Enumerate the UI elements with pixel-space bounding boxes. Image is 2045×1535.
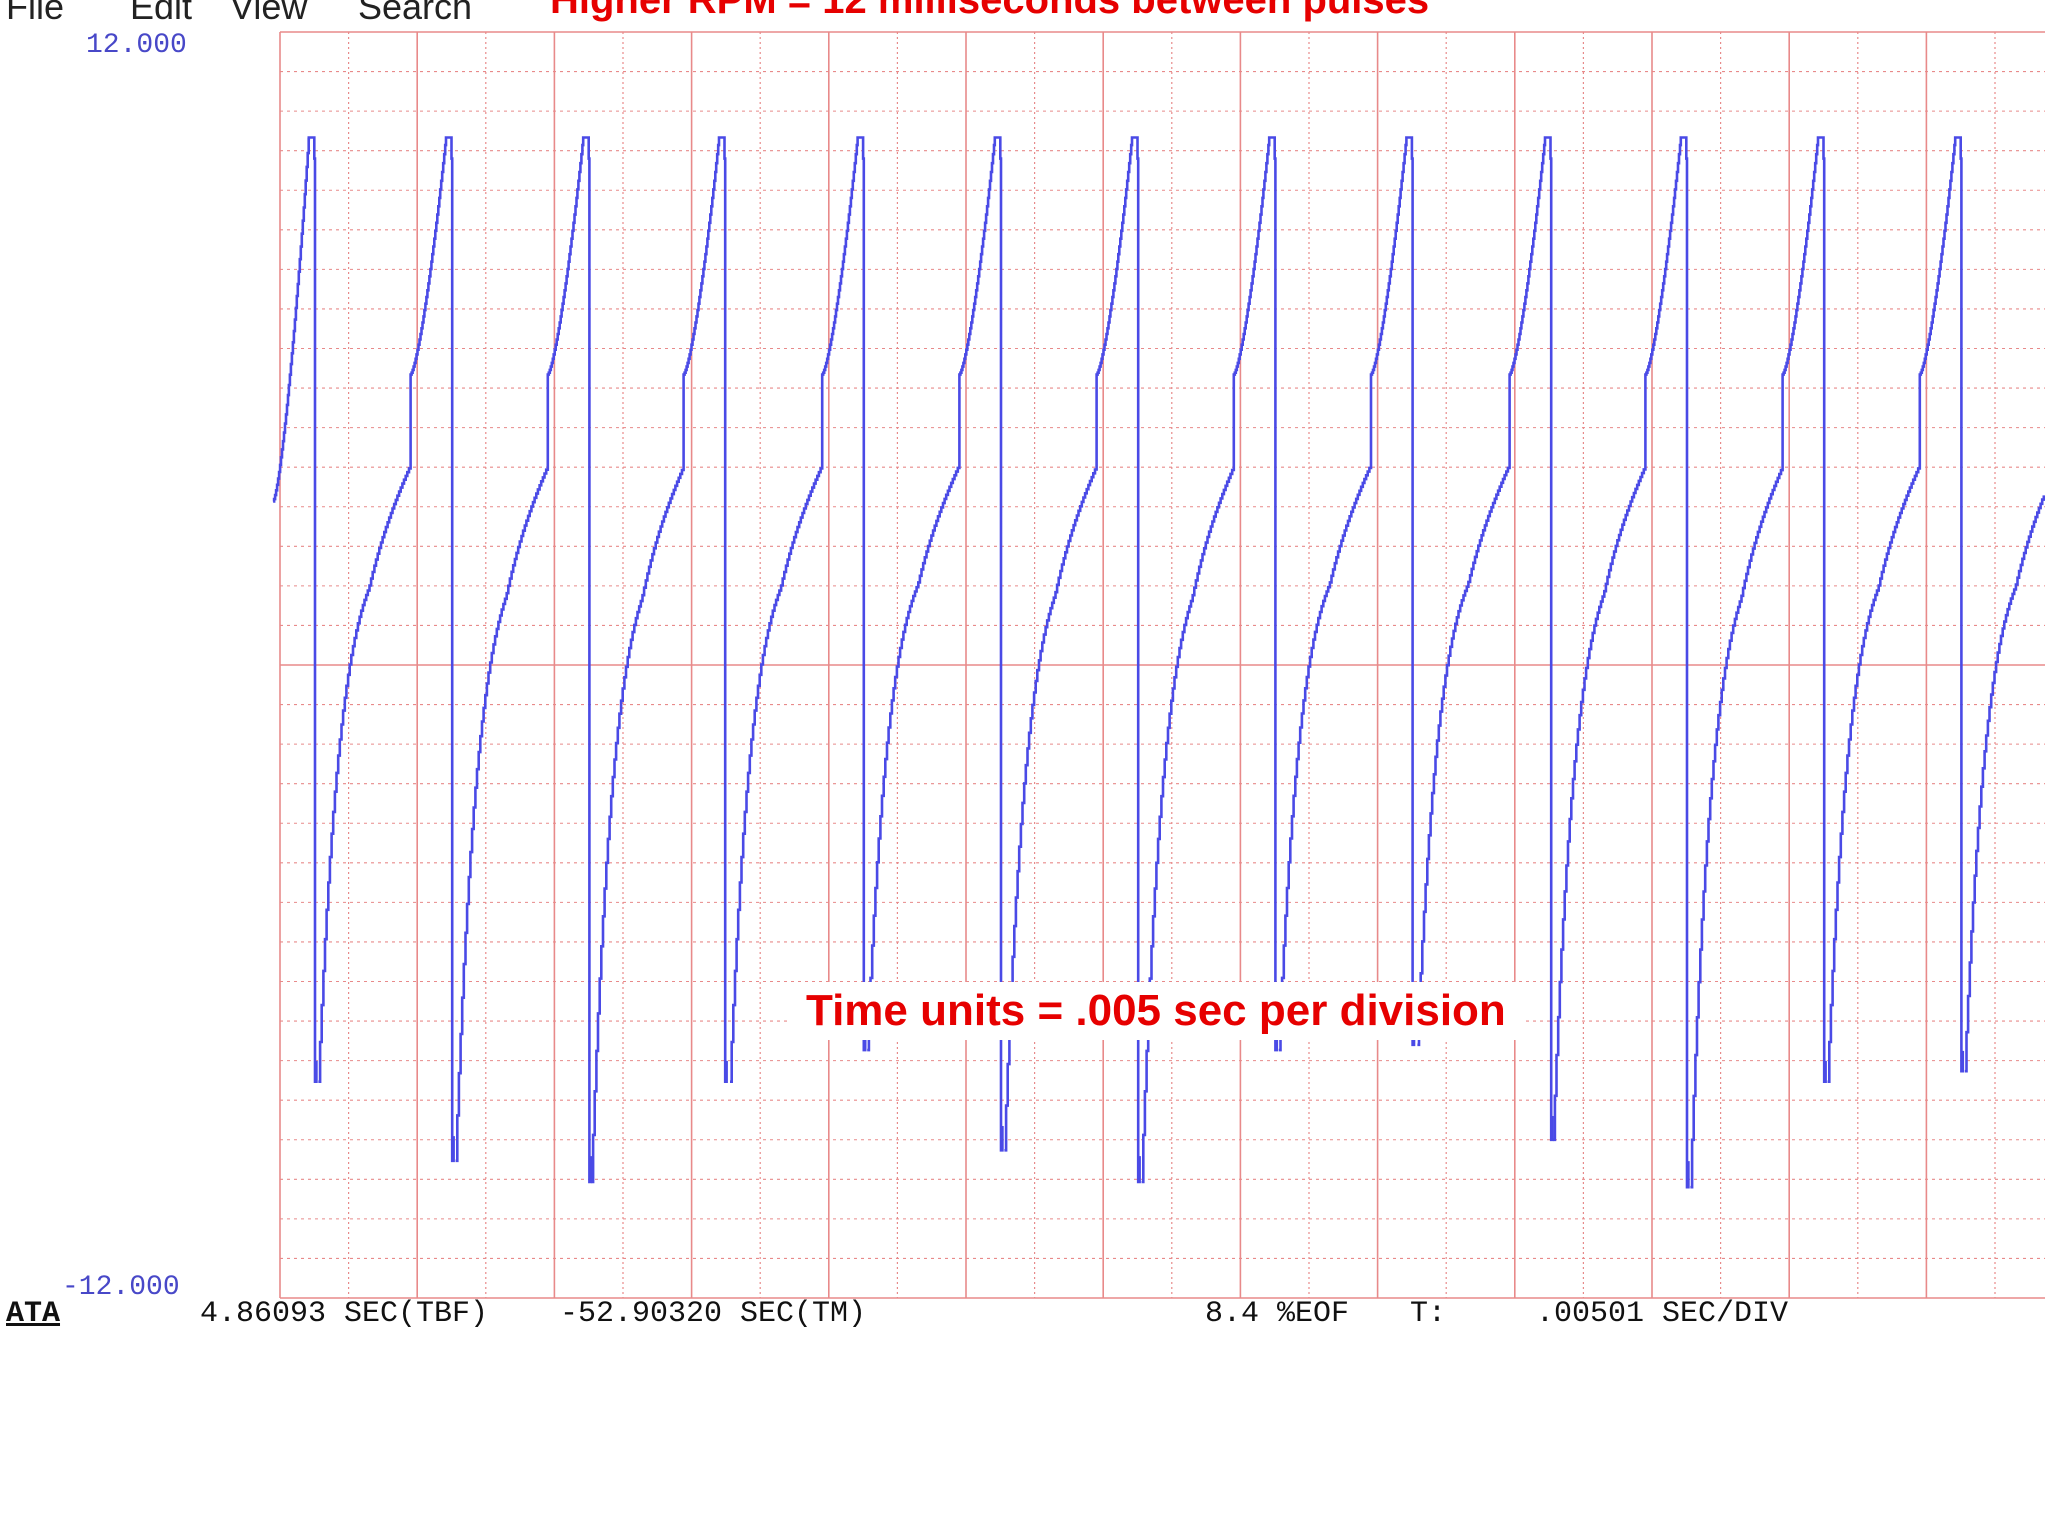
waveform-pulse <box>730 136 867 1083</box>
status-div: .00501 SEC/DIV <box>1536 1297 1789 1331</box>
status-tbf: 4.86093 SEC(TBF) <box>200 1297 489 1331</box>
waveform-pulse <box>455 136 593 1184</box>
status-bar: ATA 4.86093 SEC(TBF) -52.90320 SEC(TM) 8… <box>0 1297 2045 1331</box>
waveform-pulse <box>591 136 728 1184</box>
status-t: T: <box>1410 1297 1447 1331</box>
plot-grid <box>279 31 2045 1299</box>
y-axis-min-label: -12.000 <box>62 1272 180 1303</box>
menu-file[interactable]: File <box>6 0 65 27</box>
menu-search[interactable]: Search <box>358 0 473 27</box>
waveform-pulse <box>1278 136 1416 1052</box>
waveform-pulse <box>318 136 455 1163</box>
waveform-trace-group <box>272 136 2045 1189</box>
menu-view[interactable]: View <box>230 0 308 27</box>
menu-edit[interactable]: Edit <box>130 0 193 27</box>
menu-bar: File Edit View Search <box>0 0 540 28</box>
waveform-pulse <box>1690 136 1827 1189</box>
waveform-pulse <box>867 136 1004 1152</box>
status-label: ATA <box>6 1297 61 1331</box>
y-axis-max-label: 12.000 <box>86 30 187 61</box>
waveform-pulse <box>1827 136 1965 1083</box>
status-eof: 8.4 %EOF <box>1205 1297 1350 1331</box>
waveform-pulse <box>1004 136 1141 1184</box>
waveform-pulse <box>272 136 318 1083</box>
oscilloscope-plot <box>272 31 2045 1299</box>
waveform-pulse <box>1417 136 1554 1142</box>
time-units-annotation: Time units = .005 sec per division <box>790 982 1522 1040</box>
waveform-pulse <box>1553 136 1690 1189</box>
waveform-pulse <box>1964 495 2045 1073</box>
status-tm: -52.90320 SEC(TM) <box>560 1297 867 1331</box>
chart-headline: Higher RPM = 12 milliseconds between pul… <box>550 0 1430 22</box>
waveform-pulse <box>1141 136 1279 1184</box>
